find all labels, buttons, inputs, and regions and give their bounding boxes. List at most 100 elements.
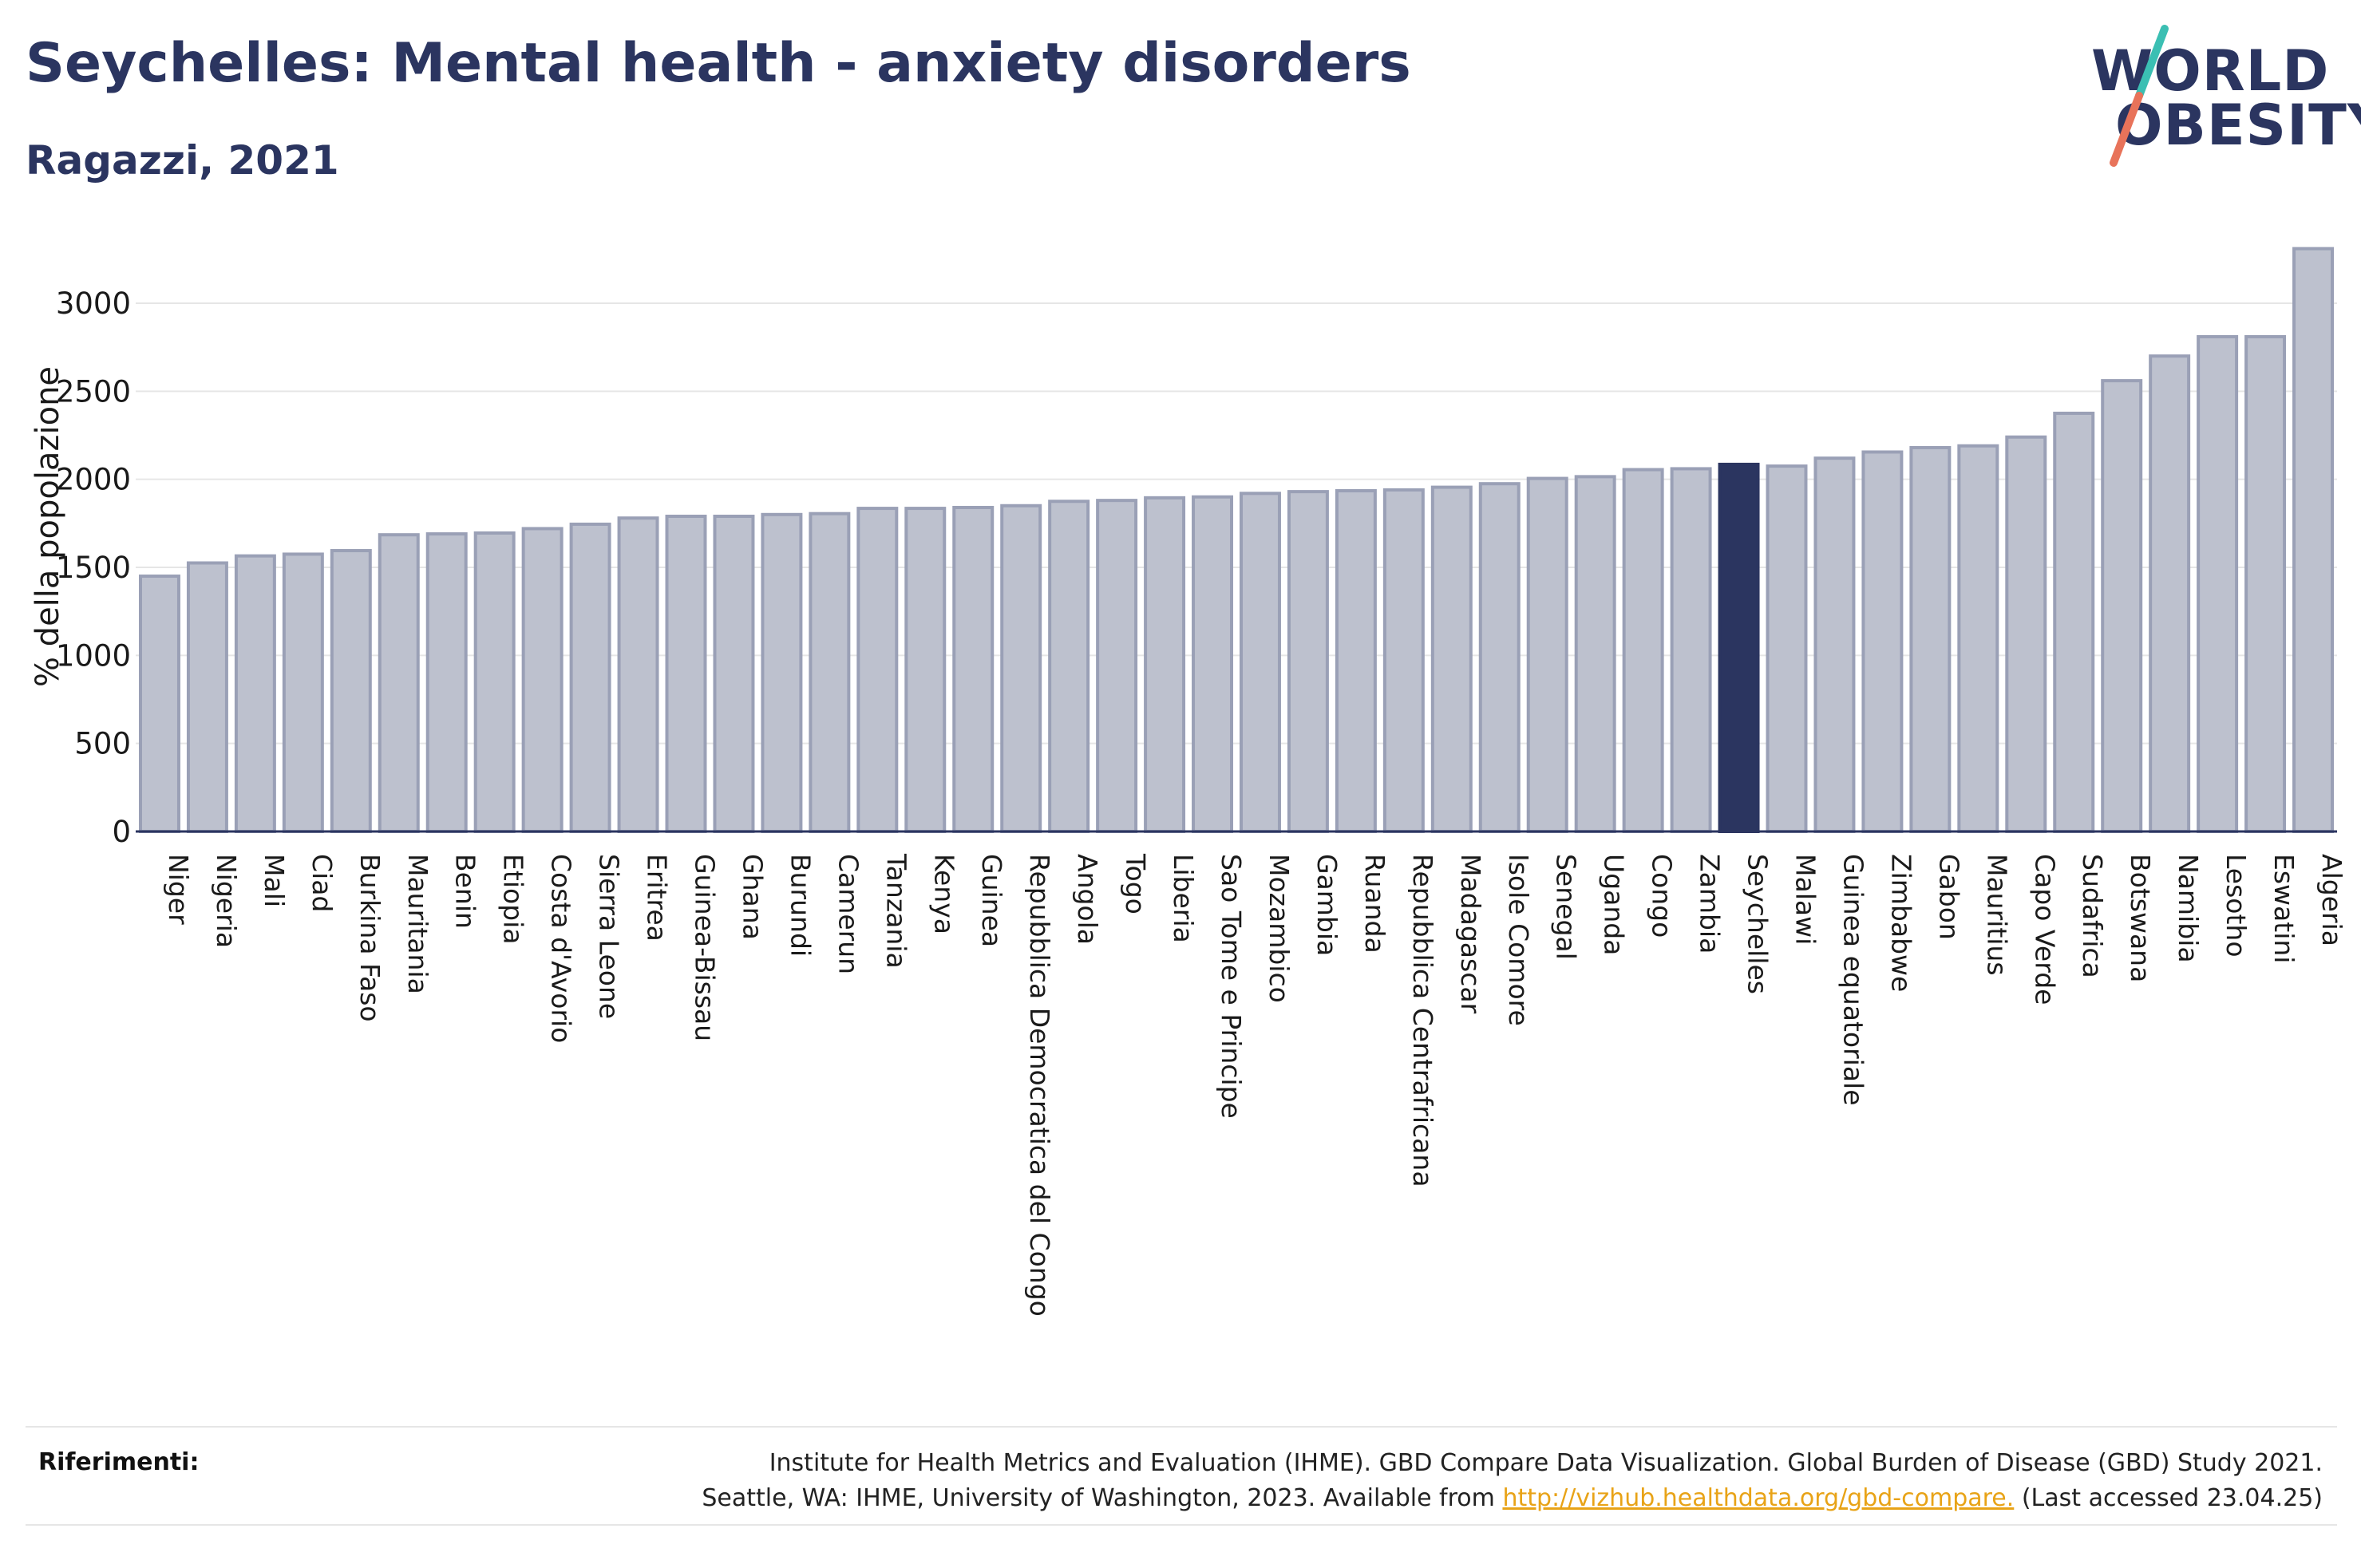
reference-line-1: Institute for Health Metrics and Evaluat… bbox=[769, 1449, 2323, 1477]
bar bbox=[2101, 379, 2143, 833]
x-tick-label: Repubblica Centrafricana bbox=[1407, 854, 1438, 1187]
bar bbox=[1000, 504, 1042, 833]
x-tick-label: Guinea-Bissau bbox=[690, 854, 721, 1041]
reference-line-2-start: Seattle, WA: IHME, University of Washing… bbox=[702, 1484, 1495, 1512]
x-tick-label: Algeria bbox=[2316, 854, 2347, 946]
x-tick-label: Guinea bbox=[976, 854, 1007, 947]
bar bbox=[1861, 450, 1904, 833]
y-tick-label: 3000 bbox=[56, 286, 131, 321]
x-tick-label: Madagascar bbox=[1455, 854, 1486, 1014]
x-tick-label: Mauritius bbox=[1981, 854, 2012, 976]
x-tick-label: Niger bbox=[163, 854, 194, 925]
x-tick-label: Costa d'Avorio bbox=[546, 854, 577, 1043]
x-tick-label: Zambia bbox=[1695, 854, 1726, 954]
x-tick-label: Ghana bbox=[737, 854, 768, 940]
bar bbox=[569, 522, 611, 833]
footer-divider-bottom bbox=[26, 1524, 2337, 1526]
x-tick-label: Sao Tome e Principe bbox=[1216, 854, 1247, 1119]
y-tick-label: 2500 bbox=[56, 374, 131, 409]
x-tick-label: Sudafrica bbox=[2077, 854, 2108, 978]
bar bbox=[425, 532, 468, 833]
x-tick-label: Zimbabwe bbox=[1885, 854, 1916, 992]
bar bbox=[1192, 495, 1234, 833]
bar bbox=[1670, 467, 1712, 834]
x-tick-label: Guinea equatoriale bbox=[1837, 854, 1869, 1106]
reference-line-2-end: (Last accessed 23.04.25) bbox=[2021, 1484, 2323, 1512]
x-tick-label: Senegal bbox=[1551, 854, 1582, 960]
bar bbox=[2197, 334, 2239, 833]
x-tick-label: Sierra Leone bbox=[594, 854, 625, 1019]
bar bbox=[1766, 464, 1808, 833]
reference-line-2: Seattle, WA: IHME, University of Washing… bbox=[702, 1481, 2323, 1516]
references-text: Institute for Health Metrics and Evaluat… bbox=[702, 1446, 2323, 1516]
x-tick-label: Togo bbox=[1120, 853, 1151, 914]
bar bbox=[952, 505, 995, 833]
bar-highlight bbox=[1718, 462, 1760, 833]
bar bbox=[1526, 476, 1568, 834]
bar bbox=[1957, 444, 1999, 833]
bar bbox=[1096, 499, 1138, 833]
x-tick-label: Mozambico bbox=[1264, 854, 1295, 1003]
x-tick-label: Mali bbox=[259, 854, 290, 907]
world-obesity-logo: WORLD OBESITY bbox=[2075, 22, 2361, 174]
footer-divider-top bbox=[26, 1426, 2337, 1428]
x-tick-label: Angola bbox=[1072, 854, 1103, 945]
x-tick-label: Seychelles bbox=[1742, 854, 1774, 994]
x-tick-label: Isole Comore bbox=[1503, 854, 1534, 1026]
x-tick-label: Kenya bbox=[928, 854, 959, 934]
x-tick-label: Burkina Faso bbox=[354, 854, 386, 1022]
bar bbox=[1813, 456, 1856, 833]
bar bbox=[2149, 354, 2191, 833]
y-tick-label: 1500 bbox=[56, 551, 131, 585]
x-tick-label: Gabon bbox=[1933, 854, 1964, 940]
x-tick-label: Gambia bbox=[1311, 854, 1343, 956]
x-tick-label: Tanzania bbox=[880, 853, 912, 969]
x-tick-label: Mauritania bbox=[402, 854, 433, 994]
bar bbox=[1430, 485, 1473, 833]
bar bbox=[138, 575, 180, 833]
bar bbox=[2244, 334, 2287, 833]
bar bbox=[761, 512, 803, 833]
bar bbox=[330, 549, 372, 834]
bar bbox=[1287, 490, 1329, 833]
x-tick-label: Namibia bbox=[2173, 854, 2204, 963]
bar bbox=[1144, 496, 1186, 833]
x-tick-label: Botswana bbox=[2125, 854, 2156, 982]
bar bbox=[856, 507, 899, 833]
y-tick-label: 500 bbox=[74, 727, 131, 761]
bar bbox=[186, 561, 228, 833]
y-axis-label: % della popolazione bbox=[30, 365, 66, 688]
chart-title: Seychelles: Mental health - anxiety diso… bbox=[26, 32, 1411, 95]
bar bbox=[1048, 500, 1090, 833]
x-tick-label: Burundi bbox=[785, 854, 816, 957]
bar bbox=[521, 527, 564, 833]
bar bbox=[1335, 489, 1377, 833]
bar bbox=[1239, 492, 1281, 833]
chart-subtitle: Ragazzi, 2021 bbox=[26, 137, 339, 184]
x-tick-label: Etiopia bbox=[498, 854, 529, 945]
bar-chart: 0 500 1000 1500 2000 2500 3000 Niger Nigeria Mali… bbox=[56, 247, 2347, 1317]
y-tick-label: 2000 bbox=[56, 463, 131, 497]
bar bbox=[282, 552, 324, 833]
logo-text-world: WORLD bbox=[2091, 38, 2330, 104]
references-label: Riferimenti: bbox=[38, 1448, 200, 1476]
bar bbox=[665, 515, 707, 833]
bar bbox=[2005, 435, 2047, 833]
x-tick-label: Uganda bbox=[1599, 854, 1630, 955]
x-tick-label: Liberia bbox=[1168, 854, 1199, 943]
bar bbox=[713, 515, 755, 833]
x-tick-label: Malawi bbox=[1790, 854, 1821, 945]
bar bbox=[473, 531, 516, 833]
gbd-compare-link[interactable]: http://vizhub.healthdata.org/gbd-compare… bbox=[1502, 1484, 2015, 1512]
logo-text-obesity: OBESITY bbox=[2115, 93, 2361, 158]
x-tick-label: Repubblica Democratica del Congo bbox=[1024, 854, 1055, 1317]
x-tick-label: Ruanda bbox=[1359, 854, 1390, 954]
bar bbox=[1909, 445, 1952, 833]
x-tick-label: Eswatini bbox=[2268, 854, 2300, 963]
bar bbox=[809, 511, 851, 833]
x-tick-label: Benin bbox=[450, 854, 481, 929]
bar bbox=[1574, 475, 1616, 834]
bar bbox=[2292, 247, 2335, 833]
x-tick-label: Eritrea bbox=[642, 854, 673, 942]
y-tick-label: 1000 bbox=[56, 638, 131, 673]
